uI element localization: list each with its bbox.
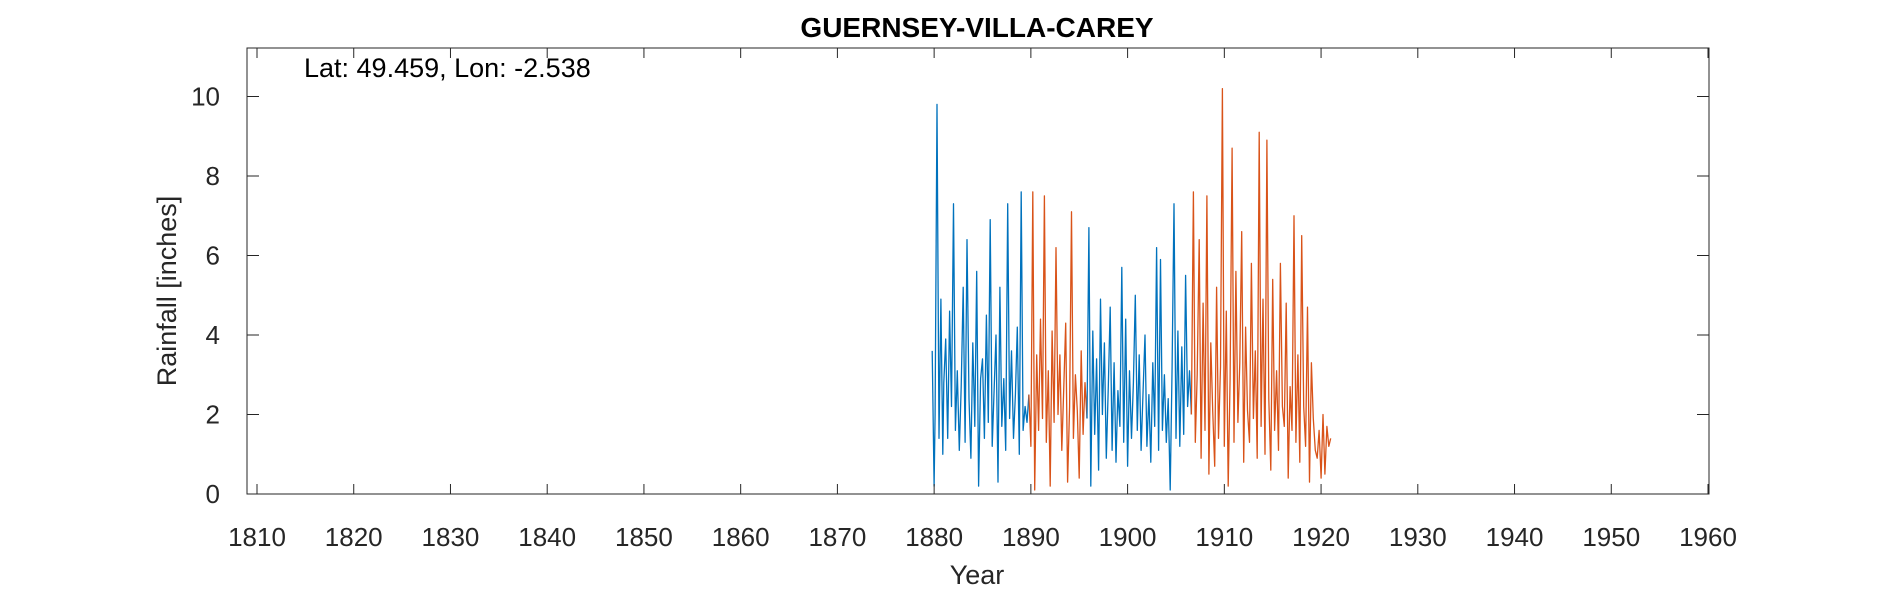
- x-axis-ticks: 1810 1820 1830 1840 1850 1860 1870 1880 1890 1900…: [228, 48, 1737, 552]
- series-line-3: [1086, 203, 1193, 491]
- chart-title: GUERNSEY-VILLA-CAREY: [800, 12, 1153, 43]
- x-tick-label-1900: 1900: [1099, 522, 1157, 552]
- x-tick-label-1850: 1850: [615, 522, 673, 552]
- x-tick-label-1930: 1930: [1389, 522, 1447, 552]
- location-annotation: Lat: 49.459, Lon: -2.538: [304, 53, 591, 83]
- y-tick-label-10: 10: [191, 82, 220, 112]
- y-tick-label-6: 6: [206, 241, 220, 271]
- x-tick-label-1960: 1960: [1679, 522, 1737, 552]
- series-line-2: [1028, 191, 1088, 491]
- y-tick-label-2: 2: [206, 400, 220, 430]
- x-axis-label: Year: [950, 560, 1005, 590]
- x-tick-label-1870: 1870: [808, 522, 866, 552]
- x-tick-label-1860: 1860: [712, 522, 770, 552]
- y-axis-ticks: 0 2 4 6 8 10: [191, 82, 1709, 509]
- x-tick-label-1810: 1810: [228, 522, 286, 552]
- y-tick-label-4: 4: [206, 320, 220, 350]
- x-tick-label-1890: 1890: [1002, 522, 1060, 552]
- x-tick-label-1840: 1840: [518, 522, 576, 552]
- series-line-1: [931, 103, 1030, 487]
- series-line-4: [1190, 87, 1332, 487]
- y-tick-label-0: 0: [206, 479, 220, 509]
- x-tick-label-1940: 1940: [1486, 522, 1544, 552]
- x-tick-label-1820: 1820: [325, 522, 383, 552]
- x-tick-label-1910: 1910: [1195, 522, 1253, 552]
- x-tick-label-1830: 1830: [422, 522, 480, 552]
- x-tick-label-1880: 1880: [905, 522, 963, 552]
- x-tick-label-1920: 1920: [1292, 522, 1350, 552]
- y-axis-label: Rainfall [inches]: [152, 196, 182, 387]
- series-group: [931, 87, 1332, 491]
- x-tick-label-1950: 1950: [1582, 522, 1640, 552]
- y-tick-label-8: 8: [206, 161, 220, 191]
